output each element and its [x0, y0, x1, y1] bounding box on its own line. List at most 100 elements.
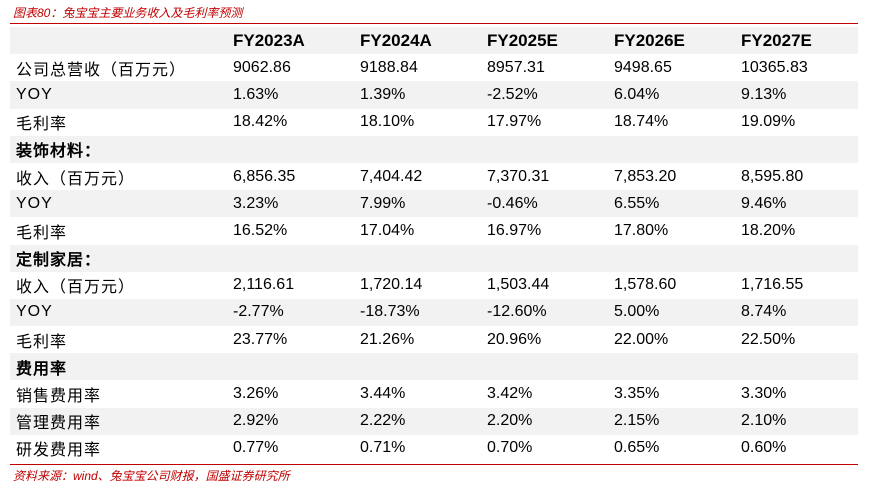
table-cell: 1.39%	[350, 81, 477, 109]
section-row: 装饰材料：	[10, 135, 858, 163]
table-cell: 16.52%	[233, 221, 288, 239]
table-cell: 16.97%	[487, 221, 542, 239]
table-cell: 7.99%	[350, 190, 477, 218]
table-row: 销售费用率 3.26% 3.44% 3.42% 3.35% 3.30%	[10, 380, 858, 407]
table-cell: 0.71%	[360, 439, 406, 457]
table-cell	[731, 244, 858, 272]
table-cell	[477, 353, 604, 381]
table-cell: 8,595.80	[741, 167, 804, 185]
table-cell: 17.97%	[487, 113, 542, 131]
row-label: YOY	[10, 81, 223, 109]
table-cell: 1,720.14	[360, 276, 423, 294]
table-cell	[350, 244, 477, 272]
table-cell: 7,404.42	[360, 167, 423, 185]
table-cell: 3.42%	[487, 385, 533, 403]
table-cell: 7,370.31	[487, 167, 550, 185]
table-cell: 7,853.20	[614, 167, 677, 185]
figure-title: 图表80：兔宝宝主要业务收入及毛利率预测	[13, 6, 243, 20]
header-row: FY2023A FY2024A FY2025E FY2026E FY2027E	[10, 27, 858, 55]
row-label: YOY	[10, 298, 223, 327]
source-note: 资料来源：wind、兔宝宝公司财报，国盛证券研究所	[13, 469, 290, 483]
table-cell: 18.20%	[741, 221, 796, 239]
table-cell: 1,578.60	[614, 276, 677, 294]
table-row: YOY 1.63% 1.39% -2.52% 6.04% 9.13%	[10, 81, 858, 109]
table-row: 收入（百万元） 2,116.61 1,720.14 1,503.44 1,578…	[10, 272, 858, 299]
table-cell: 9062.86	[233, 58, 291, 76]
table-cell	[350, 135, 477, 163]
header-cell: FY2025E	[477, 27, 604, 55]
table-cell: 19.09%	[741, 113, 796, 131]
section-label: 装饰材料：	[10, 135, 223, 163]
table-cell: 2.10%	[731, 407, 858, 435]
table-cell: 2.92%	[223, 407, 350, 435]
table-cell	[604, 353, 731, 381]
table-cell: 6,856.35	[233, 167, 296, 185]
row-label: 收入（百万元）	[16, 279, 136, 297]
row-label: 毛利率	[16, 224, 68, 242]
table-cell	[731, 353, 858, 381]
row-label: 研发费用率	[16, 442, 102, 460]
table-cell: 0.70%	[487, 439, 533, 457]
table-cell: 2,116.61	[233, 276, 295, 294]
section-label: 费用率	[10, 353, 223, 381]
table-cell	[223, 353, 350, 381]
header-cell	[10, 27, 223, 55]
table-cell: 6.04%	[604, 81, 731, 109]
table-cell: 3.26%	[233, 385, 279, 403]
table-cell	[731, 135, 858, 163]
table-cell: 10365.83	[741, 58, 808, 76]
table-cell: 3.35%	[614, 385, 660, 403]
table-cell: -0.46%	[477, 190, 604, 218]
table-cell: 3.23%	[223, 190, 350, 218]
header-cell: FY2027E	[731, 27, 858, 55]
row-label: 毛利率	[16, 116, 68, 134]
table-cell: 3.30%	[741, 385, 787, 403]
table-cell: 2.15%	[604, 407, 731, 435]
table-row: 公司总营收（百万元） 9062.86 9188.84 8957.31 9498.…	[10, 54, 858, 81]
table-cell	[604, 244, 731, 272]
table-cell: -2.77%	[223, 298, 350, 327]
table-row: YOY -2.77% -18.73% -12.60% 5.00% 8.74%	[10, 298, 858, 327]
row-label: YOY	[10, 190, 223, 218]
table-row: 毛利率 23.77% 21.26% 20.96% 22.00% 22.50%	[10, 326, 858, 353]
header-cell: FY2026E	[604, 27, 731, 55]
table-cell: -18.73%	[350, 298, 477, 327]
table-cell	[477, 244, 604, 272]
table-cell: -12.60%	[477, 298, 604, 327]
table-cell: 0.60%	[741, 439, 787, 457]
table-cell	[223, 244, 350, 272]
table-cell: 22.50%	[741, 330, 796, 348]
table-cell: 9188.84	[360, 58, 418, 76]
forecast-table: FY2023A FY2024A FY2025E FY2026E FY2027E …	[10, 27, 858, 462]
table-cell: 5.00%	[604, 298, 731, 327]
table-row: 收入（百万元） 6,856.35 7,404.42 7,370.31 7,853…	[10, 163, 858, 190]
row-label: 销售费用率	[16, 388, 102, 406]
table-cell: 1.63%	[223, 81, 350, 109]
section-row: 费用率	[10, 353, 858, 381]
table-cell: 0.77%	[233, 439, 279, 457]
table-cell: 17.04%	[360, 221, 415, 239]
table-cell: 1,503.44	[487, 276, 550, 294]
table-cell: 9.13%	[731, 81, 858, 109]
table-cell	[350, 353, 477, 381]
table-cell: 22.00%	[614, 330, 669, 348]
table-row: 管理费用率 2.92% 2.22% 2.20% 2.15% 2.10%	[10, 407, 858, 435]
header-cell: FY2024A	[350, 27, 477, 55]
table-cell: 18.10%	[360, 113, 415, 131]
table-cell	[223, 135, 350, 163]
table-row: 毛利率 18.42% 18.10% 17.97% 18.74% 19.09%	[10, 109, 858, 136]
header-cell: FY2023A	[223, 27, 350, 55]
table-row: YOY 3.23% 7.99% -0.46% 6.55% 9.46%	[10, 190, 858, 218]
table-cell: -2.52%	[477, 81, 604, 109]
table-cell: 8.74%	[731, 298, 858, 327]
row-label: 公司总营收（百万元）	[16, 61, 187, 79]
table-cell: 18.42%	[233, 113, 288, 131]
table-row: 研发费用率 0.77% 0.71% 0.70% 0.65% 0.60%	[10, 435, 858, 462]
table-cell: 2.20%	[477, 407, 604, 435]
table-cell: 3.44%	[360, 385, 406, 403]
table-cell: 9498.65	[614, 58, 672, 76]
table-cell: 2.22%	[350, 407, 477, 435]
table-cell: 6.55%	[604, 190, 731, 218]
table-cell: 8957.31	[487, 58, 545, 76]
table-cell: 17.80%	[614, 221, 669, 239]
